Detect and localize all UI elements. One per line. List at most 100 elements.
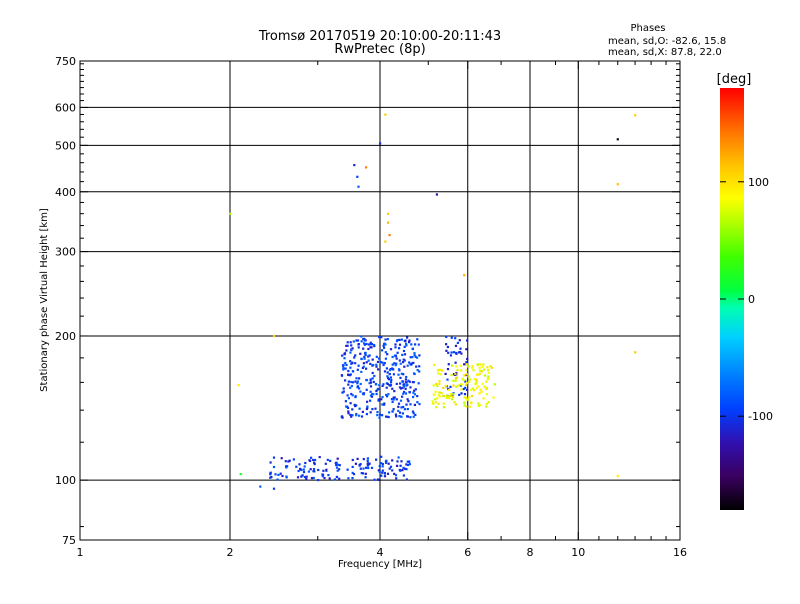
echo-point — [463, 396, 466, 399]
echo-point — [324, 462, 327, 465]
echo-point — [369, 399, 372, 402]
echo-point — [384, 357, 387, 360]
echo-point — [413, 352, 416, 355]
echo-point — [395, 382, 398, 385]
echo-point — [406, 364, 409, 367]
echo-point — [362, 362, 365, 365]
echo-point — [392, 408, 395, 411]
echo-point — [459, 351, 462, 354]
echo-point — [476, 373, 479, 376]
echo-point — [355, 377, 358, 380]
echo-point — [341, 354, 344, 357]
echo-point — [376, 360, 380, 363]
echo-point — [396, 460, 399, 463]
echo-point — [276, 478, 279, 481]
echo-point — [371, 358, 374, 361]
echo-point — [456, 341, 459, 344]
echo-point — [351, 347, 354, 350]
echo-point — [401, 380, 405, 383]
echo-point — [286, 465, 289, 468]
echo-point — [453, 401, 456, 404]
echo-point — [383, 475, 387, 478]
echo-point — [307, 470, 310, 473]
echo-point — [463, 401, 466, 404]
echo-point — [454, 372, 457, 375]
echo-point — [352, 340, 355, 343]
echo-point — [394, 474, 398, 477]
echo-point — [485, 393, 489, 396]
echo-point — [409, 356, 412, 359]
echo-point — [356, 175, 359, 178]
echo-point — [452, 373, 456, 376]
echo-point — [345, 405, 348, 408]
echo-point — [460, 383, 463, 386]
echo-point — [405, 403, 408, 406]
echo-point — [317, 468, 320, 472]
echo-point — [447, 363, 450, 366]
echo-point — [416, 401, 419, 404]
echo-point — [399, 382, 402, 385]
echo-point — [482, 397, 485, 400]
echo-point — [367, 343, 370, 346]
echo-point — [281, 474, 284, 478]
echo-point — [387, 393, 390, 396]
echo-point — [364, 353, 367, 357]
echo-point — [402, 466, 405, 469]
echo-point — [445, 349, 448, 352]
echo-point — [401, 386, 404, 389]
echo-point — [465, 373, 468, 376]
echo-point — [487, 401, 490, 404]
echo-point — [401, 412, 404, 415]
echo-point — [407, 400, 410, 403]
echo-point — [465, 348, 468, 351]
echo-point — [372, 343, 375, 347]
echo-point — [364, 476, 367, 479]
echo-point — [292, 458, 295, 461]
echo-point — [400, 406, 403, 409]
echo-point — [393, 472, 396, 475]
echo-point — [336, 469, 339, 472]
echo-point — [468, 405, 471, 408]
echo-point — [378, 335, 381, 339]
echo-point — [378, 413, 382, 416]
echo-point — [432, 402, 435, 405]
echo-point — [467, 375, 470, 378]
echo-point — [356, 339, 360, 342]
echo-point — [364, 352, 367, 355]
echo-point — [478, 372, 481, 375]
echo-point — [485, 380, 488, 383]
echo-point — [359, 463, 362, 466]
echo-point — [382, 363, 385, 367]
echo-point — [407, 379, 410, 382]
echo-point — [485, 402, 488, 405]
echo-point — [465, 361, 468, 364]
echo-point — [482, 363, 485, 366]
echo-point — [387, 212, 390, 215]
echo-point — [435, 406, 438, 409]
echo-point — [384, 351, 387, 354]
echo-point — [471, 365, 474, 368]
echo-point — [399, 376, 402, 379]
echo-point — [484, 374, 487, 377]
echo-point — [412, 412, 415, 415]
echo-point — [394, 354, 398, 357]
echo-point — [473, 389, 476, 392]
echo-point — [367, 466, 370, 470]
echo-point — [381, 384, 384, 387]
echo-point — [310, 456, 313, 459]
echo-point — [354, 380, 357, 383]
echo-point — [378, 470, 381, 473]
x-tick-label: 6 — [464, 546, 471, 559]
echo-point — [402, 361, 405, 364]
echo-point — [389, 465, 393, 468]
echo-point — [375, 383, 378, 386]
echo-point — [308, 459, 311, 462]
stats-heading: Phases — [630, 23, 665, 34]
echo-point — [432, 384, 435, 387]
echo-point — [345, 344, 348, 347]
echo-point — [349, 351, 352, 354]
echo-point — [317, 479, 320, 482]
echo-point — [370, 343, 373, 346]
echo-point — [387, 462, 390, 465]
echo-point — [389, 376, 392, 379]
